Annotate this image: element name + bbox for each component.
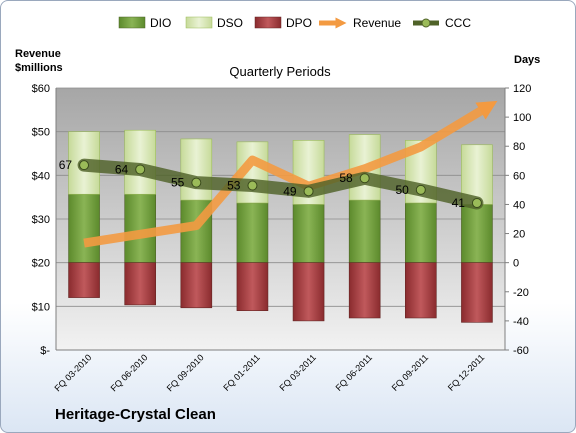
right-tick-label: 100	[513, 112, 531, 124]
company-name: Heritage-Crystal Clean	[55, 406, 216, 423]
ccc-point	[191, 177, 202, 188]
lines-group	[77, 100, 498, 248]
revenue-line	[83, 100, 498, 248]
x-tick-label: FQ 01-2011	[221, 352, 262, 393]
legend-dso-swatch	[185, 16, 213, 29]
right-tick-label: 0	[513, 258, 519, 270]
left-tick-label: $40	[32, 170, 50, 182]
right-tick-label: -20	[513, 287, 529, 299]
chart-title: Quarterly Periods	[229, 64, 331, 79]
ccc-point	[415, 184, 426, 195]
data-labels-group: 67 64 55 53 49 58 50 41	[59, 158, 466, 210]
x-tick-label: FQ 09-2011	[390, 352, 431, 393]
ccc-data-label: 55	[171, 176, 185, 190]
ccc-data-label: 41	[452, 196, 466, 210]
legend-dpo-label: DPO	[286, 16, 312, 30]
ccc-point	[471, 197, 482, 208]
left-tick-label: $-	[40, 345, 50, 357]
legend-dso-label: DSO	[217, 16, 243, 30]
x-tick-label: FQ 09-2010	[165, 352, 206, 393]
bar-dso	[180, 138, 213, 201]
right-tick-label: 60	[513, 170, 525, 182]
bar-dio	[292, 204, 325, 263]
left-tick-label: $50	[32, 127, 50, 139]
right-tick-label: 20	[513, 229, 525, 241]
ccc-line	[77, 158, 484, 210]
ccc-point	[135, 164, 146, 175]
ccc-point	[303, 186, 314, 197]
legend-ccc-label: CCC	[445, 16, 471, 30]
bar-dpo	[68, 262, 100, 298]
bar-dio	[461, 204, 493, 263]
ccc-data-label: 53	[227, 179, 241, 193]
x-tick-label: FQ 03-2011	[277, 352, 318, 393]
ccc-data-label: 58	[339, 171, 353, 185]
x-tick-label: FQ 06-2010	[109, 352, 150, 393]
bar-dpo	[292, 262, 325, 322]
right-tick-label: 40	[513, 199, 525, 211]
bar-dio	[68, 193, 100, 263]
right-tick-label: 120	[513, 83, 531, 95]
right-tick-label: -40	[513, 316, 529, 328]
ccc-data-label: 49	[283, 184, 297, 198]
right-tick-label: 80	[513, 141, 525, 153]
bar-dpo	[180, 262, 213, 309]
x-tick-label: FQ 12-2011	[446, 352, 487, 393]
bar-dpo	[348, 262, 381, 319]
ccc-point	[359, 173, 370, 184]
x-tick-label: FQ 03-2010	[52, 352, 93, 393]
legend-ccc-marker	[421, 18, 431, 28]
bar-dio	[236, 202, 269, 263]
ccc-data-label: 67	[59, 158, 73, 172]
bar-dio	[405, 202, 437, 263]
legend-dpo-swatch	[254, 16, 282, 29]
legend-revenue-label: Revenue	[353, 16, 401, 30]
right-tick-label: -60	[513, 345, 529, 357]
legend: DIO DSO DPO Revenue CCC	[118, 16, 471, 30]
bar-dpo	[124, 262, 156, 306]
ccc-data-label: 50	[395, 183, 409, 197]
ccc-point	[247, 180, 258, 191]
bar-dpo	[461, 262, 493, 323]
left-axis-title-line2: $millions	[15, 62, 63, 74]
bar-dio	[348, 199, 381, 263]
ccc-point	[79, 160, 90, 171]
legend-dio-label: DIO	[150, 16, 171, 30]
bars-group	[68, 129, 493, 323]
ccc-data-label: 64	[115, 163, 129, 177]
bar-dpo	[236, 262, 269, 311]
left-tick-label: $10	[32, 301, 50, 313]
bar-dpo	[405, 262, 437, 319]
left-axis-title-line1: Revenue	[15, 48, 61, 60]
left-tick-label: $20	[32, 258, 50, 270]
right-axis-title: Days	[514, 54, 540, 66]
x-tick-label: FQ 06-2011	[334, 352, 375, 393]
left-tick-label: $30	[32, 214, 50, 226]
legend-dio-swatch	[118, 16, 146, 29]
left-tick-label: $60	[32, 83, 50, 95]
